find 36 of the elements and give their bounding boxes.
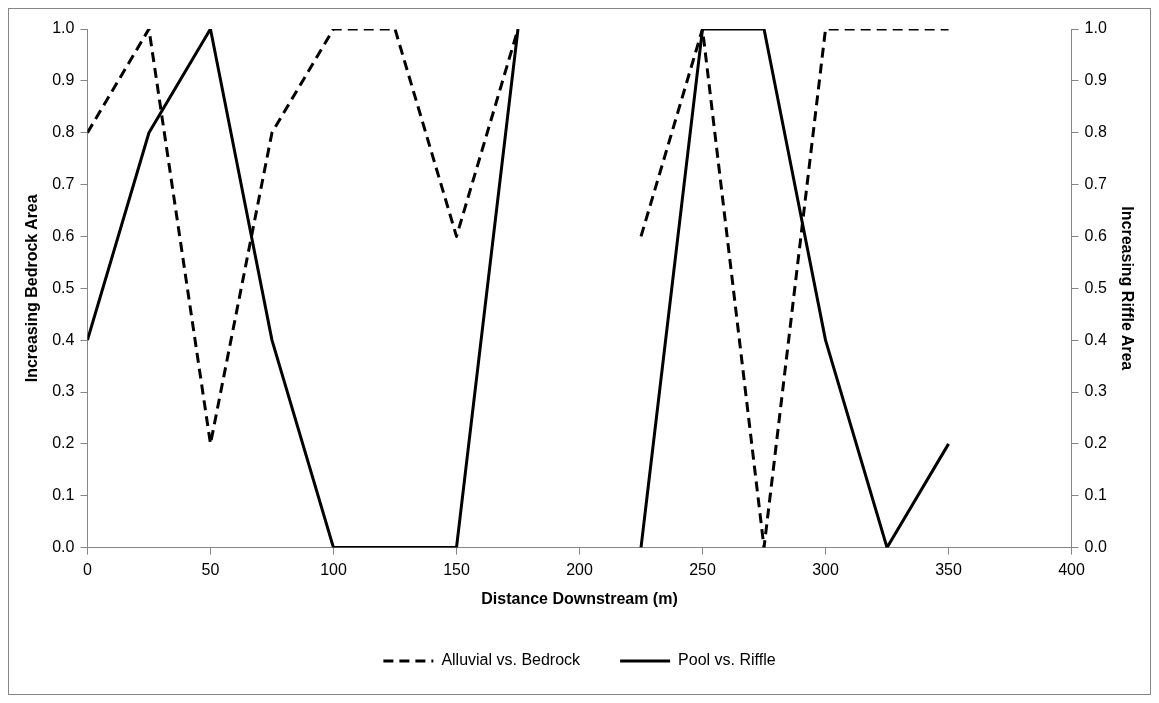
y-tick-label: 1.0 [52,19,75,37]
y2-tick-label: 0.2 [1084,434,1107,452]
y-tick-label: 0.2 [52,434,75,452]
y2-tick-label: 0.1 [1084,486,1107,504]
y-tick-label: 0.6 [52,226,75,244]
y-tick-label: 0.5 [52,278,75,296]
y2-tick-label: 0.0 [1084,538,1107,556]
y2-tick-label: 0.5 [1084,278,1107,296]
y-tick-label: 0.7 [52,174,75,192]
y2-axis-title: Increasing Riffle Area [1118,206,1136,371]
legend-label: Pool vs. Riffle [678,651,776,669]
x-tick-label: 250 [689,560,716,578]
x-axis-title: Distance Downstream (m) [481,589,678,607]
x-tick-label: 150 [443,560,470,578]
y2-tick-label: 0.3 [1084,382,1107,400]
y-tick-label: 0.4 [52,330,75,348]
x-tick-label: 50 [201,560,220,578]
x-tick-label: 0 [82,560,92,578]
x-tick-label: 200 [566,560,593,578]
x-tick-label: 300 [812,560,839,578]
y2-tick-label: 0.6 [1084,226,1107,244]
x-tick-label: 350 [935,560,962,578]
y2-tick-label: 0.4 [1084,330,1107,348]
y-tick-label: 0.3 [52,382,75,400]
y-tick-label: 0.9 [52,71,75,89]
y2-tick-label: 0.8 [1084,123,1107,141]
legend-label: Alluvial vs. Bedrock [441,651,582,669]
y-tick-label: 0.0 [52,538,75,556]
x-tick-label: 400 [1058,560,1085,578]
x-tick-label: 100 [320,560,347,578]
y2-tick-label: 0.7 [1084,174,1107,192]
y-tick-label: 0.1 [52,486,75,504]
y-axis-title: Increasing Bedrock Area [23,194,41,383]
y2-tick-label: 0.9 [1084,71,1107,89]
y-tick-label: 0.8 [52,123,75,141]
y2-tick-label: 1.0 [1084,19,1107,37]
